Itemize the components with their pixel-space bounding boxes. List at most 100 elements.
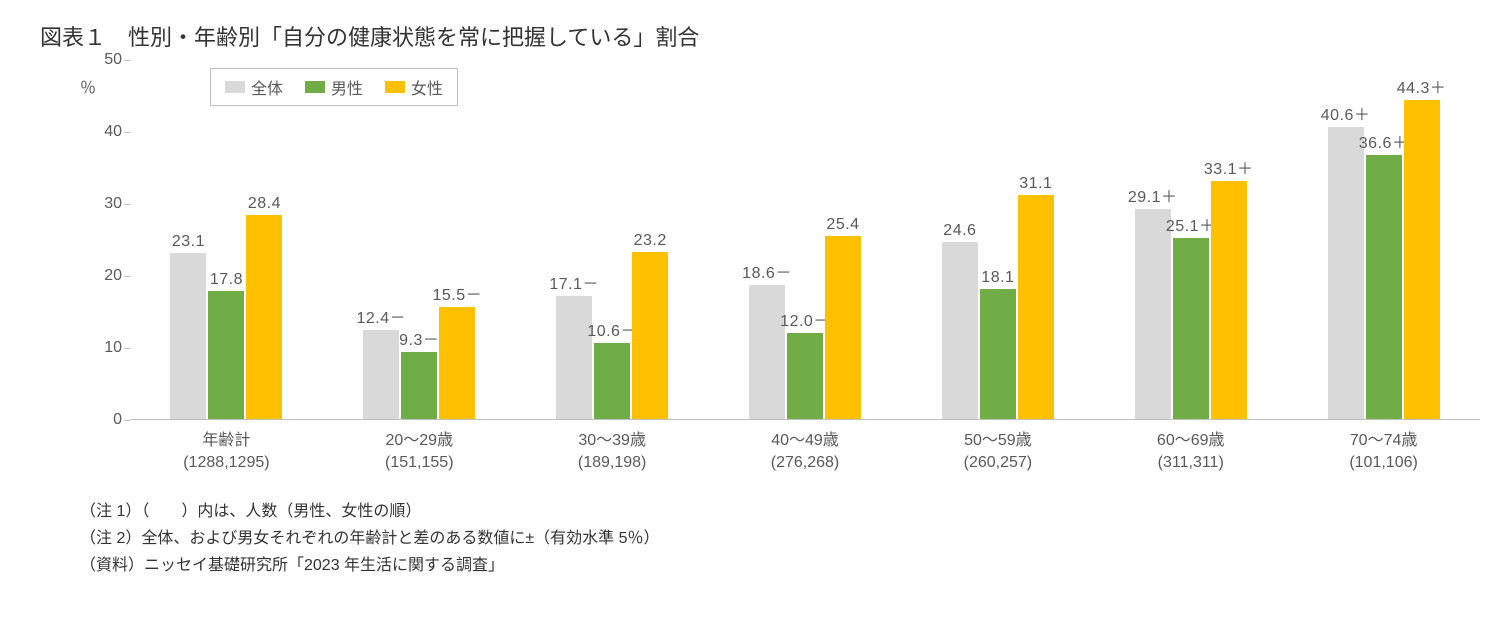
legend-label: 全体 xyxy=(251,75,283,99)
bar-male: 36.6＋ xyxy=(1366,155,1402,419)
note-2: （注 2）全体、および男女それぞれの年齢計と差のある数値に±（有効水準 5％） xyxy=(80,525,1469,552)
bar-male: 25.1＋ xyxy=(1173,238,1209,419)
bar-groups: 23.117.828.412.4－9.3－15.5－17.1－10.6－23.2… xyxy=(130,60,1480,419)
x-label-line2: (311,311) xyxy=(1094,452,1287,474)
bar-all: 17.1－ xyxy=(556,296,592,419)
bar-value-label: 23.1 xyxy=(172,233,205,251)
x-label-line1: 30～39歳 xyxy=(516,430,709,452)
legend-swatch xyxy=(225,81,245,93)
bar-value-label: 18.1 xyxy=(981,269,1014,287)
bar-female: 25.4 xyxy=(825,236,861,419)
bar-value-label: 40.6＋ xyxy=(1321,101,1371,125)
bar-female: 28.4 xyxy=(246,215,282,419)
y-tick-mark xyxy=(124,276,130,277)
bar-value-label: 33.1＋ xyxy=(1204,155,1254,179)
bar-value-label: 17.1－ xyxy=(549,270,599,294)
bar-female: 23.2 xyxy=(632,252,668,419)
bar-value-label: 28.4 xyxy=(248,195,281,213)
bar-value-label: 25.4 xyxy=(826,216,859,234)
x-label-line2: (189,198) xyxy=(516,452,709,474)
legend-item: 女性 xyxy=(385,75,443,99)
legend-item: 全体 xyxy=(225,75,283,99)
bar-group: 17.1－10.6－23.2 xyxy=(516,60,709,419)
bar-female: 33.1＋ xyxy=(1211,181,1247,419)
y-tick-label: 50 xyxy=(104,51,122,69)
y-tick-label: 40 xyxy=(104,123,122,141)
bar-male: 12.0－ xyxy=(787,333,823,419)
x-label-line1: 年齢計 xyxy=(130,430,323,452)
x-label-line2: (276,268) xyxy=(709,452,902,474)
legend-label: 男性 xyxy=(331,75,363,99)
x-category-label: 70～74歳(101,106) xyxy=(1287,424,1480,480)
y-axis: 01020304050 xyxy=(80,60,130,480)
legend-item: 男性 xyxy=(305,75,363,99)
bar-all: 18.6－ xyxy=(749,285,785,419)
bar-value-label: 31.1 xyxy=(1019,175,1052,193)
chart-title: 図表１ 性別・年齢別「自分の健康状態を常に把握している」割合 xyxy=(40,20,1469,52)
y-tick-label: 30 xyxy=(104,195,122,213)
legend-swatch xyxy=(305,81,325,93)
bar-group: 23.117.828.4 xyxy=(130,60,323,419)
y-tick-label: 0 xyxy=(113,411,122,429)
bar-value-label: 36.6＋ xyxy=(1359,129,1409,153)
note-1: （注 1）（ ）内は、人数（男性、女性の順） xyxy=(80,498,1469,525)
bar-value-label: 23.2 xyxy=(634,232,667,250)
y-tick-mark xyxy=(124,204,130,205)
legend: 全体 男性 女性 xyxy=(210,68,458,106)
bar-male: 18.1 xyxy=(980,289,1016,419)
bar-value-label: 24.6 xyxy=(943,222,976,240)
x-category-label: 50～59歳(260,257) xyxy=(901,424,1094,480)
bar-all: 23.1 xyxy=(170,253,206,419)
legend-swatch xyxy=(385,81,405,93)
y-tick-mark xyxy=(124,132,130,133)
bar-value-label: 44.3＋ xyxy=(1397,74,1447,98)
bar-female: 44.3＋ xyxy=(1404,100,1440,419)
y-tick-mark xyxy=(124,420,130,421)
x-label-line2: (151,155) xyxy=(323,452,516,474)
x-category-label: 40～49歳(276,268) xyxy=(709,424,902,480)
bar-group: 40.6＋36.6＋44.3＋ xyxy=(1287,60,1480,419)
x-label-line1: 20～29歳 xyxy=(323,430,516,452)
plot-area: 全体男性女性 23.117.828.412.4－9.3－15.5－17.1－10… xyxy=(130,60,1480,420)
legend-label: 女性 xyxy=(411,75,443,99)
bar-group: 29.1＋25.1＋33.1＋ xyxy=(1094,60,1287,419)
bar-value-label: 10.6－ xyxy=(587,317,637,341)
chart-notes: （注 1）（ ）内は、人数（男性、女性の順） （注 2）全体、および男女それぞれ… xyxy=(80,498,1469,580)
bar-male: 17.8 xyxy=(208,291,244,419)
bar-all: 12.4－ xyxy=(363,330,399,419)
bar-male: 10.6－ xyxy=(594,343,630,419)
bar-group: 18.6－12.0－25.4 xyxy=(709,60,902,419)
x-category-label: 年齢計(1288,1295) xyxy=(130,424,323,480)
bar-group: 24.618.131.1 xyxy=(901,60,1094,419)
bar-value-label: 18.6－ xyxy=(742,259,792,283)
bar-male: 9.3－ xyxy=(401,352,437,419)
x-label-line2: (260,257) xyxy=(901,452,1094,474)
x-category-label: 20～29歳(151,155) xyxy=(323,424,516,480)
bar-all: 24.6 xyxy=(942,242,978,419)
y-tick-mark xyxy=(124,348,130,349)
x-axis-labels: 年齢計(1288,1295)20～29歳(151,155)30～39歳(189,… xyxy=(130,424,1480,480)
x-category-label: 30～39歳(189,198) xyxy=(516,424,709,480)
y-tick-label: 10 xyxy=(104,339,122,357)
bar-value-label: 12.0－ xyxy=(780,307,830,331)
note-3: （資料）ニッセイ基礎研究所「2023 年生活に関する調査」 xyxy=(80,552,1469,579)
x-label-line1: 70～74歳 xyxy=(1287,430,1480,452)
chart-container: 01020304050 ％ 全体男性女性 23.117.828.412.4－9.… xyxy=(80,60,1480,480)
bar-value-label: 15.5－ xyxy=(432,281,482,305)
bar-value-label: 17.8 xyxy=(210,271,243,289)
bar-value-label: 29.1＋ xyxy=(1128,183,1178,207)
y-tick-mark xyxy=(124,60,130,61)
x-label-line2: (101,106) xyxy=(1287,452,1480,474)
x-label-line1: 60～69歳 xyxy=(1094,430,1287,452)
bar-all: 29.1＋ xyxy=(1135,209,1171,419)
bar-value-label: 25.1＋ xyxy=(1166,212,1216,236)
bar-female: 31.1 xyxy=(1018,195,1054,419)
bar-female: 15.5－ xyxy=(439,307,475,419)
x-category-label: 60～69歳(311,311) xyxy=(1094,424,1287,480)
y-tick-label: 20 xyxy=(104,267,122,285)
x-label-line2: (1288,1295) xyxy=(130,452,323,474)
y-axis-unit: ％ xyxy=(80,74,96,98)
bar-value-label: 9.3－ xyxy=(399,326,439,350)
x-label-line1: 40～49歳 xyxy=(709,430,902,452)
bar-value-label: 12.4－ xyxy=(356,304,406,328)
